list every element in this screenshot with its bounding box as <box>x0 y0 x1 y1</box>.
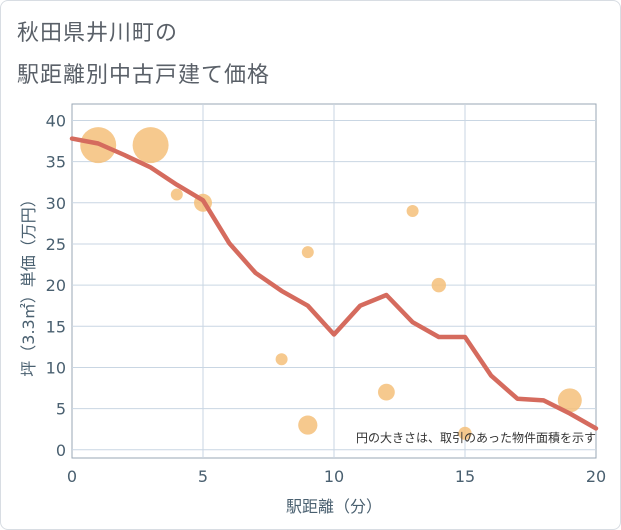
y-tick-label: 30 <box>46 194 66 213</box>
bubble-point <box>557 388 582 413</box>
y-tick-label: 15 <box>46 317 66 336</box>
y-tick-label: 20 <box>46 276 66 295</box>
y-tick-label: 35 <box>46 153 66 172</box>
y-tick-label: 40 <box>46 111 66 130</box>
x-tick-label: 10 <box>324 467 344 486</box>
x-axis-label: 駅距離（分） <box>286 497 382 516</box>
y-tick-label: 0 <box>56 441 66 460</box>
bubble-point <box>301 246 314 259</box>
y-tick-label: 10 <box>46 358 66 377</box>
y-axis-label: 坪（3.3㎡）単価（万円） <box>19 191 38 376</box>
grid-lines <box>71 103 597 459</box>
bubble-series <box>80 127 582 440</box>
bubble-point <box>132 127 169 164</box>
bubble-point <box>431 277 446 293</box>
bubble-point <box>378 383 395 401</box>
x-tick-label: 20 <box>586 467 606 486</box>
chart-title-line2: 駅距離別中古戸建て価格 <box>17 63 271 88</box>
bubble-point <box>406 205 419 218</box>
bubble-point <box>170 188 183 201</box>
y-tick-label: 5 <box>56 400 66 419</box>
bubble-point <box>275 353 288 366</box>
trend-line <box>69 136 599 431</box>
x-tick-label: 5 <box>198 467 208 486</box>
bubble-point <box>458 426 472 440</box>
y-tick-label: 25 <box>46 235 66 254</box>
bubble-point <box>298 415 318 435</box>
x-tick-label: 0 <box>67 467 77 486</box>
x-tick-labels: 0 5 10 15 20 <box>67 467 606 486</box>
y-tick-labels: 0 5 10 15 20 25 30 35 40 <box>46 111 66 459</box>
bubble-size-note: 円の大きさは、取引のあった物件面積を示す <box>356 430 596 445</box>
x-tick-label: 15 <box>455 467 475 486</box>
chart-title-line1: 秋田県井川町の <box>17 21 179 46</box>
